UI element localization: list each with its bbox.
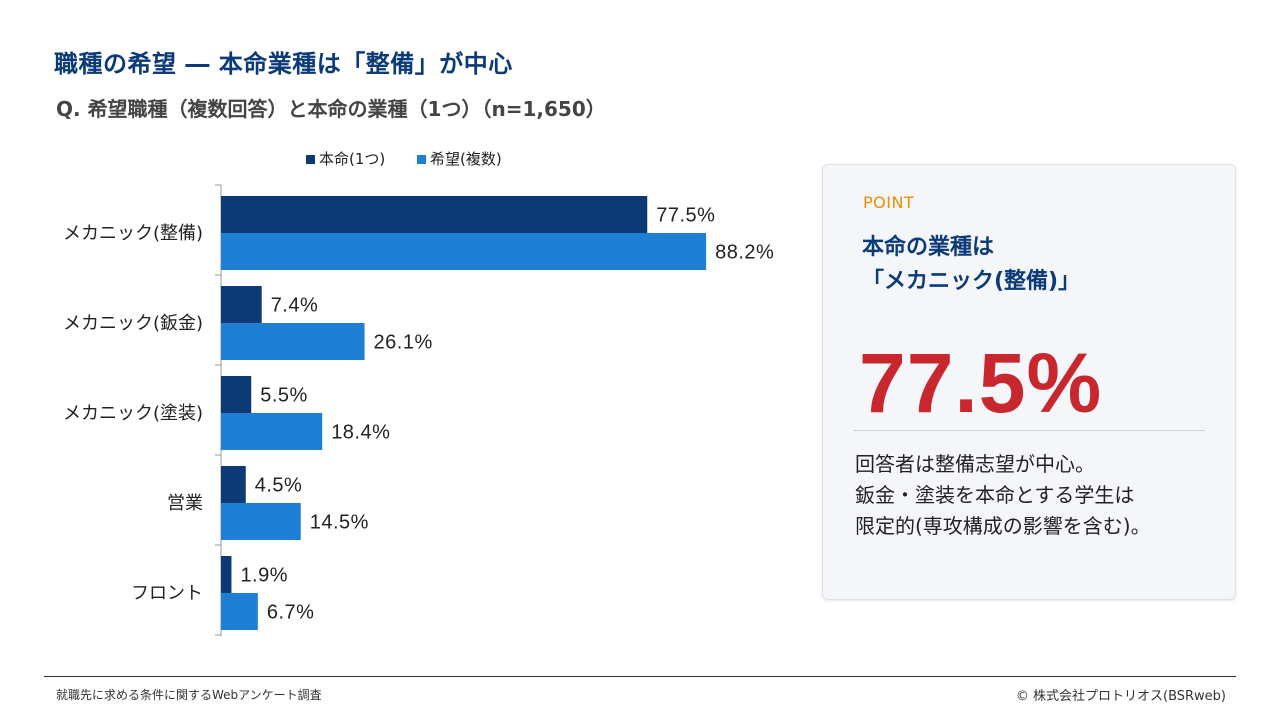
data-label-honmei-2: 5.5% [260,385,308,407]
data-label-kibou-1: 26.1% [374,332,433,354]
footer-divider [44,676,1236,677]
footer-copyright: © 株式会社プロトリオス(BSRweb) [1015,689,1226,704]
point-title: 本命の業種は 「メカニック(整備)」 [862,231,1080,299]
legend-swatch-0 [306,155,315,164]
data-label-kibou-2: 18.4% [331,422,390,444]
page-subtitle: Q. 希望職種（複数回答）と本命の業種（1つ）（n=1,650） [56,97,606,121]
category-label-3: 営業 [167,493,203,514]
bar-honmei-4 [221,556,232,593]
data-label-honmei-4: 1.9% [240,565,288,587]
point-value: 77.5% [859,336,1103,430]
bar-kibou-1 [221,323,365,360]
bar-kibou-4 [221,593,258,630]
data-label-kibou-4: 6.7% [267,602,315,624]
point-text-line1: 回答者は整備志望が中心。 [855,452,1095,476]
data-label-honmei-1: 7.4% [271,295,319,317]
data-label-honmei-0: 77.5% [656,205,715,227]
bar-chart: 本命(1つ) 希望(複数) メカニック(整備) 77.5%88.2% メカニック(鈑金)… [63,150,774,636]
bar-kibou-2 [221,413,323,450]
data-label-honmei-3: 4.5% [255,475,303,497]
category-label-4: フロント [131,583,203,604]
point-text: 回答者は整備志望が中心。 鈑金・塗装を本命とする学生は 限定的(専攻構成の影響を… [855,449,1151,542]
footer-source: 就職先に求める条件に関するWebアンケート調査 [56,688,322,702]
point-divider [853,430,1205,431]
point-text-line3: 限定的(専攻構成の影響を含む)。 [855,514,1151,538]
bar-honmei-1 [221,286,262,323]
bar-honmei-0 [221,196,648,233]
point-label: POINT [863,193,915,212]
legend-label-0: 本命(1つ) [319,150,385,168]
data-label-kibou-0: 88.2% [715,242,774,264]
bar-kibou-0 [221,233,707,270]
bar-honmei-3 [221,466,246,503]
point-text-line2: 鈑金・塗装を本命とする学生は [855,483,1135,507]
point-panel: POINT 本命の業種は 「メカニック(整備)」 77.5% 回答者は整備志望が… [822,164,1236,600]
bar-honmei-2 [221,376,252,413]
category-label-1: メカニック(鈑金) [63,313,203,334]
legend-label-1: 希望(複数) [430,150,502,168]
bar-kibou-3 [221,503,301,540]
legend-swatch-1 [417,155,426,164]
category-label-0: メカニック(整備) [63,223,203,244]
point-title-line1: 本命の業種は [862,235,995,260]
category-label-2: メカニック(塗装) [63,402,203,424]
page-title: 職種の希望 ― 本命業種は「整備」が中心 [54,50,513,78]
data-label-kibou-3: 14.5% [310,512,369,534]
point-title-line2: 「メカニック(整備)」 [862,269,1081,294]
